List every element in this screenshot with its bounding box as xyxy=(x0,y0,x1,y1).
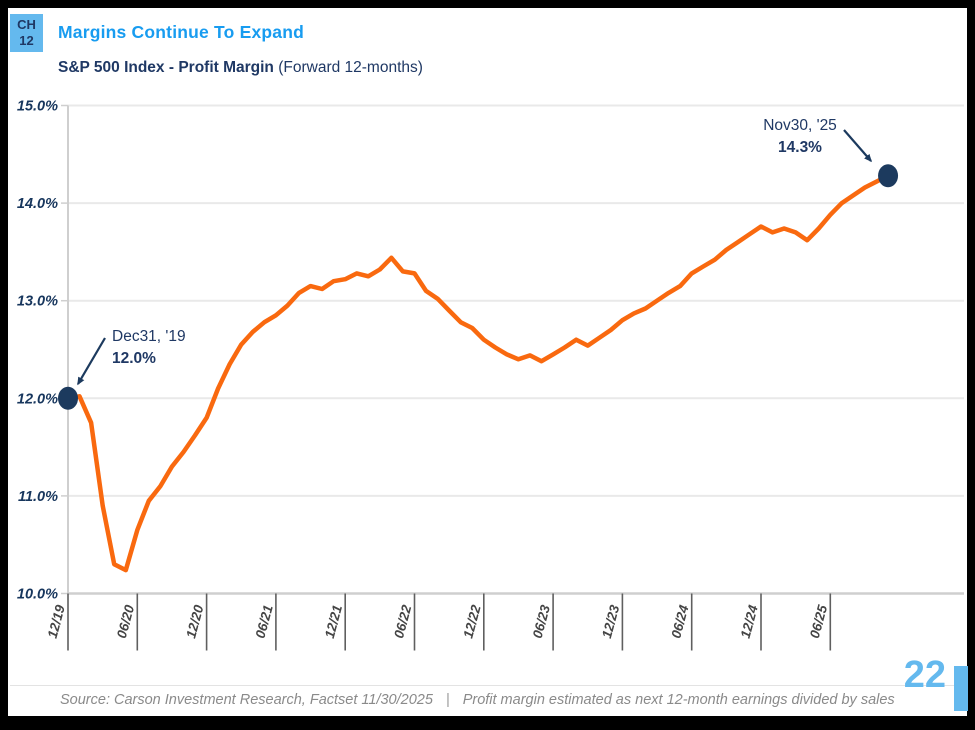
annotation-arrow xyxy=(77,337,106,386)
source-note: Source: Carson Investment Research, Fact… xyxy=(60,692,895,708)
svg-text:12/20: 12/20 xyxy=(183,603,206,640)
annotation-dec-2019-date: Dec31, '19 xyxy=(112,328,186,345)
svg-text:12/19: 12/19 xyxy=(45,603,68,640)
footer-divider xyxy=(10,685,958,686)
slide-background xyxy=(8,8,967,716)
page-number-bar xyxy=(954,666,968,711)
svg-text:12/21: 12/21 xyxy=(322,603,345,640)
annotation-dec-2019: Dec31, '19 12.0% xyxy=(112,326,186,370)
svg-text:06/20: 06/20 xyxy=(114,603,137,640)
svg-text:06/24: 06/24 xyxy=(668,603,691,640)
svg-text:12.0%: 12.0% xyxy=(17,391,58,407)
svg-text:06/23: 06/23 xyxy=(530,603,553,640)
page-number: 22 xyxy=(903,654,946,696)
annotation-arrow xyxy=(843,129,872,163)
chart-title: S&P 500 Index - Profit Margin (Forward 1… xyxy=(58,59,423,77)
chart-number-badge-line2: 12 xyxy=(19,33,34,48)
svg-text:12/22: 12/22 xyxy=(460,603,483,640)
svg-text:12/23: 12/23 xyxy=(599,603,622,640)
data-point-marker xyxy=(58,386,78,410)
annotation-nov-2025-date: Nov30, '25 xyxy=(763,117,837,134)
svg-text:12/24: 12/24 xyxy=(738,603,761,640)
chart-number-badge-line1: CH xyxy=(17,16,36,32)
svg-text:11.0%: 11.0% xyxy=(18,489,58,505)
svg-text:15.0%: 15.0% xyxy=(17,99,58,115)
svg-text:14.0%: 14.0% xyxy=(17,196,58,212)
data-point-marker xyxy=(878,164,899,188)
svg-text:06/25: 06/25 xyxy=(807,603,830,640)
svg-text:10.0%: 10.0% xyxy=(17,587,58,603)
annotation-nov-2025-value: 14.3% xyxy=(778,139,822,156)
source-separator: | xyxy=(445,692,450,708)
chart-title-main: S&P 500 Index - Profit Margin xyxy=(58,59,274,76)
page-title: Margins Continue To Expand xyxy=(58,22,304,42)
chart-title-qualifier: (Forward 12-months) xyxy=(273,59,423,76)
chart-number-badge: CH 12 xyxy=(10,14,43,52)
svg-text:06/21: 06/21 xyxy=(253,603,276,640)
svg-text:13.0%: 13.0% xyxy=(17,294,58,310)
source-text: Source: Carson Investment Research, Fact… xyxy=(60,692,433,708)
methodology-note: Profit margin estimated as next 12-month… xyxy=(462,692,895,708)
annotation-nov-2025: Nov30, '25 14.3% xyxy=(752,115,848,159)
annotation-dec-2019-value: 12.0% xyxy=(112,350,156,367)
svg-text:06/22: 06/22 xyxy=(391,603,414,640)
